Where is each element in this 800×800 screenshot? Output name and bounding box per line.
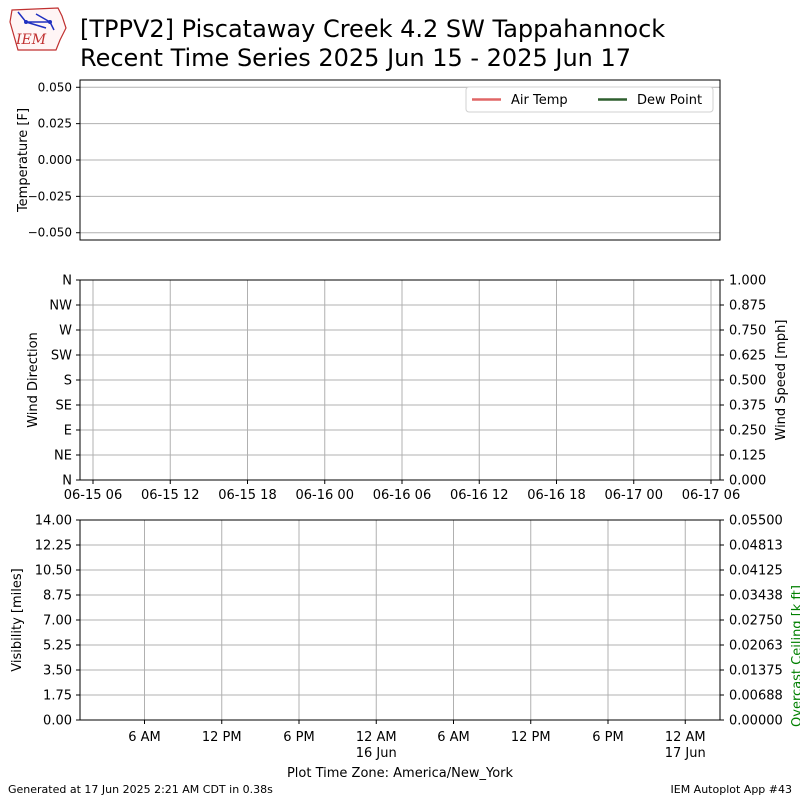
visibility-tick-label: 5.25	[43, 639, 72, 654]
wind-direction-tick-label: SE	[56, 399, 72, 414]
ceiling-tick-label: 0.01375	[729, 664, 783, 679]
wind-xtick-label: 06-15 06	[64, 488, 122, 503]
wind-speed-tick-label: 0.750	[729, 324, 766, 339]
page-title: [TPPV2] Piscataway Creek 4.2 SW Tappahan…	[80, 15, 666, 43]
wind-plot-frame	[79, 279, 721, 481]
wind-speed-tick-label: 0.375	[729, 399, 766, 414]
autoplot-app-id: IEM Autoplot App #43	[670, 783, 793, 796]
svg-text:IEM: IEM	[15, 32, 47, 48]
vis-xtick-label: 12 AM	[665, 730, 706, 745]
vis-xtick-date-label: 17 Jun	[665, 746, 706, 761]
wind-xtick-label: 06-16 18	[527, 488, 585, 503]
legend-label-1: Dew Point	[637, 93, 702, 108]
ceiling-tick-label: 0.00688	[729, 689, 783, 704]
wind-xtick-label: 06-15 18	[218, 488, 276, 503]
wind-xtick-label: 06-16 06	[373, 488, 431, 503]
wind-xtick-label: 06-17 00	[605, 488, 663, 503]
wind-direction-tick-label: S	[64, 374, 72, 389]
vis-xtick-label: 6 PM	[592, 730, 623, 745]
temp-legend	[465, 86, 714, 113]
wind-xtick-label: 06-16 12	[450, 488, 508, 503]
wind-direction-tick-label: N	[62, 474, 72, 489]
visibility-tick-label: 3.50	[43, 664, 72, 679]
iem-logo: IEM	[6, 6, 70, 56]
wind-speed-tick-label: 0.125	[729, 449, 766, 464]
wind-speed-tick-label: 0.625	[729, 349, 766, 364]
temp-ytick-label: 0.025	[38, 117, 72, 131]
wind-direction-tick-label: SW	[51, 349, 72, 364]
wind-speed-tick-label: 0.250	[729, 424, 766, 439]
temp-plot-frame	[79, 79, 721, 241]
ceiling-ylabel: Overcast Ceiling [k ft]	[790, 585, 800, 727]
ceiling-tick-label: 0.04125	[729, 564, 783, 579]
wind-direction-tick-label: NE	[54, 449, 72, 464]
vis-xtick-date-label: 16 Jun	[356, 746, 397, 761]
wind-speed-tick-label: 0.875	[729, 299, 766, 314]
temp-ytick-label: −0.050	[28, 226, 72, 240]
wind-speed-tick-label: 0.000	[729, 474, 766, 489]
temp-ytick-label: 0.050	[38, 80, 72, 94]
visibility-tick-label: 14.00	[35, 514, 72, 529]
xaxis-label: Plot Time Zone: America/New_York	[287, 766, 514, 781]
visibility-tick-label: 7.00	[43, 614, 72, 629]
visibility-ylabel: Visibility [miles]	[10, 568, 25, 671]
temp-ytick-label: 0.000	[38, 153, 72, 167]
ceiling-tick-label: 0.00000	[729, 714, 783, 729]
wind-direction-tick-label: N	[62, 274, 72, 289]
vis-plot-frame	[79, 519, 721, 721]
wind-direction-tick-label: W	[59, 324, 72, 339]
legend-label-0: Air Temp	[511, 93, 568, 108]
visibility-tick-label: 0.00	[43, 714, 72, 729]
wind-direction-tick-label: NW	[49, 299, 72, 314]
vis-xtick-label: 12 PM	[511, 730, 551, 745]
wind-speed-tick-label: 0.500	[729, 374, 766, 389]
wind-direction-tick-label: E	[64, 424, 72, 439]
vis-xtick-label: 6 AM	[128, 730, 161, 745]
wind-y2label: Wind Speed [mph]	[774, 320, 789, 441]
ceiling-tick-label: 0.04813	[729, 539, 783, 554]
vis-xtick-label: 12 PM	[202, 730, 242, 745]
vis-xtick-label: 6 PM	[283, 730, 314, 745]
vis-xtick-label: 6 AM	[437, 730, 470, 745]
visibility-tick-label: 10.50	[35, 564, 72, 579]
wind-xtick-label: 06-15 12	[141, 488, 199, 503]
temp-ytick-label: −0.025	[28, 189, 72, 203]
wind-speed-tick-label: 1.000	[729, 274, 766, 289]
visibility-tick-label: 1.75	[43, 689, 72, 704]
vis-xtick-label: 12 AM	[356, 730, 397, 745]
ceiling-tick-label: 0.02750	[729, 614, 783, 629]
temp-ylabel: Temperature [F]	[16, 108, 31, 213]
wind-xtick-label: 06-16 00	[296, 488, 354, 503]
ceiling-tick-label: 0.02063	[729, 639, 783, 654]
ceiling-tick-label: 0.03438	[729, 589, 783, 604]
ceiling-tick-label: 0.05500	[729, 514, 783, 529]
visibility-tick-label: 8.75	[43, 589, 72, 604]
visibility-tick-label: 12.25	[35, 539, 72, 554]
wind-ylabel: Wind Direction	[26, 332, 41, 428]
page-subtitle: Recent Time Series 2025 Jun 15 - 2025 Ju…	[80, 44, 632, 72]
generated-timestamp: Generated at 17 Jun 2025 2:21 AM CDT in …	[8, 783, 273, 796]
wind-xtick-label: 06-17 06	[682, 488, 740, 503]
